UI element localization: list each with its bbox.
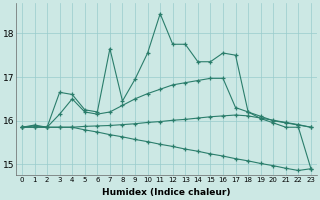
X-axis label: Humidex (Indice chaleur): Humidex (Indice chaleur)	[102, 188, 231, 197]
